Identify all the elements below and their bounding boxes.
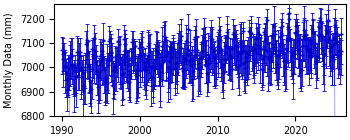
Y-axis label: Monthly Data (mm): Monthly Data (mm) [4,12,14,108]
